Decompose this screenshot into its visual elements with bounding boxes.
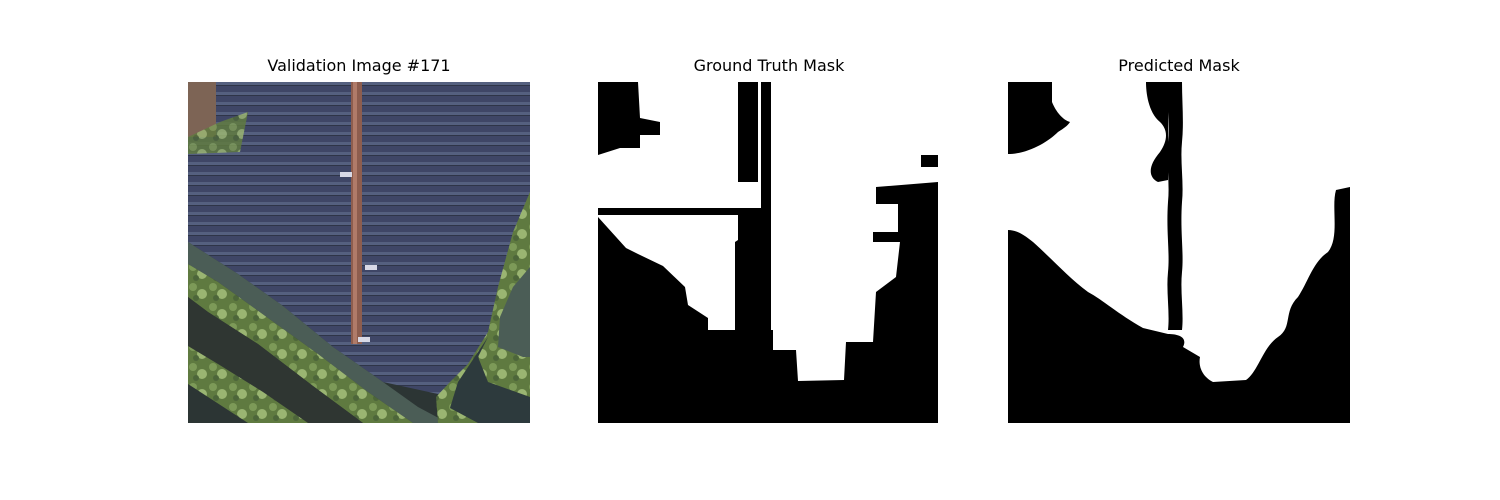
predicted-mask-svg	[1008, 82, 1350, 423]
validation-image-title: Validation Image #171	[267, 56, 451, 75]
validation-image-svg	[188, 82, 530, 423]
ground-truth-mask-svg	[598, 82, 940, 423]
predicted-mask	[1008, 82, 1350, 423]
validation-image	[188, 82, 530, 423]
ground-truth-mask	[598, 82, 940, 423]
ground-truth-mask-title: Ground Truth Mask	[693, 56, 845, 75]
predicted-mask-title: Predicted Mask	[1118, 56, 1240, 75]
